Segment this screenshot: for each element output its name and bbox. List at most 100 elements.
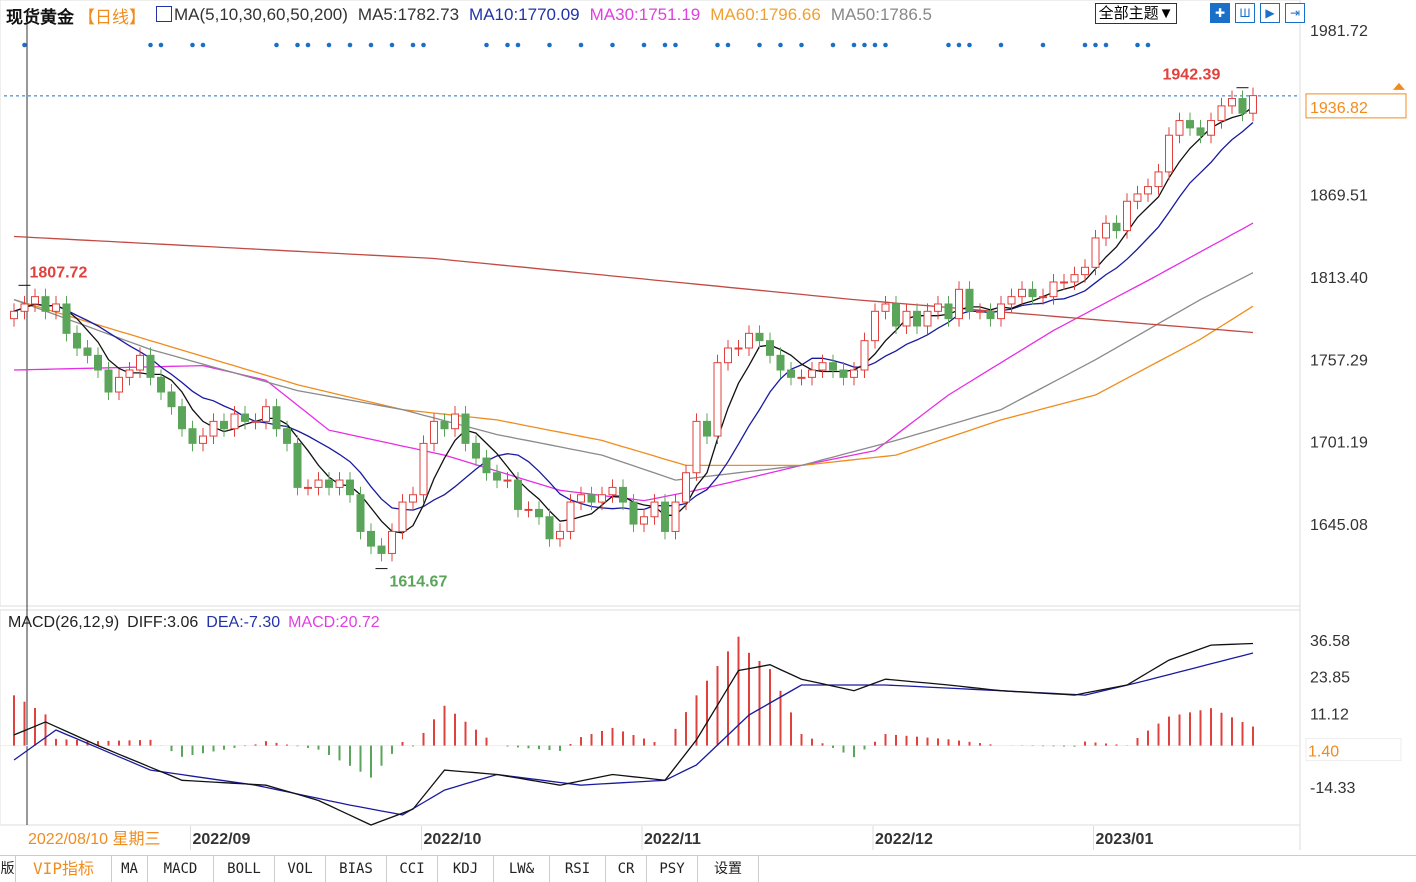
candle-down bbox=[839, 369, 848, 378]
candle-down bbox=[787, 369, 795, 378]
candle-up bbox=[125, 369, 134, 378]
signal-dot bbox=[662, 42, 668, 48]
candle-down bbox=[461, 413, 470, 444]
candle-up bbox=[1060, 281, 1068, 284]
candle-down bbox=[356, 494, 365, 532]
tab-ma[interactable]: MA bbox=[112, 856, 148, 882]
candle-up bbox=[724, 347, 732, 364]
ma10-value: MA10:1770.09 bbox=[469, 5, 580, 24]
candle-up bbox=[1081, 266, 1089, 276]
tab-vip[interactable]: VIP指标 bbox=[16, 856, 112, 882]
signal-dot bbox=[148, 42, 153, 48]
macd-params: MACD(26,12,9) bbox=[8, 614, 120, 631]
candle-down bbox=[272, 406, 281, 430]
macd-panel bbox=[0, 636, 1300, 826]
cursor-date: 2022/08/10 星期三 bbox=[28, 830, 161, 848]
candle-up bbox=[860, 340, 869, 371]
candle-up bbox=[199, 435, 207, 444]
signal-dot bbox=[200, 42, 206, 48]
candle-up bbox=[1217, 105, 1226, 122]
candle-down bbox=[535, 508, 543, 518]
tab-rsi[interactable]: RSI bbox=[550, 856, 606, 882]
candle-up bbox=[1207, 120, 1215, 136]
signal-dot bbox=[158, 42, 164, 48]
macd-header: MACD(26,12,9) DIFF:3.06 DEA:-7.30 MACD:2… bbox=[8, 614, 380, 632]
candle-down bbox=[944, 303, 953, 320]
candle-up bbox=[31, 296, 39, 305]
candle-down bbox=[94, 354, 102, 371]
ma5-value: MA5:1782.73 bbox=[357, 5, 460, 24]
ma-line-ma30 bbox=[13, 222, 1254, 502]
signal-dot bbox=[1103, 42, 1109, 48]
diff-value: DIFF:3.06 bbox=[127, 614, 199, 631]
ma-line-ma60 bbox=[13, 298, 1254, 467]
price-alert-icon bbox=[1393, 82, 1405, 90]
candle-up bbox=[10, 310, 18, 320]
price-tick: 1869.51 bbox=[1310, 188, 1368, 205]
candle-up bbox=[997, 303, 1005, 320]
candle-up bbox=[692, 420, 701, 474]
tab-cci[interactable]: CCI bbox=[387, 856, 438, 882]
tab-bias[interactable]: BIAS bbox=[326, 856, 387, 882]
bars-icon[interactable]: Ш bbox=[1235, 3, 1255, 23]
candle-up bbox=[524, 508, 533, 511]
candle-up bbox=[1018, 288, 1026, 298]
crosshair-icon[interactable]: ✚ bbox=[1210, 3, 1230, 23]
candle-up bbox=[335, 479, 344, 488]
ma-chart-icon[interactable] bbox=[156, 6, 172, 22]
candles: 1942.39 1807.72 1614.67 bbox=[10, 42, 1257, 591]
candle-up bbox=[1007, 296, 1016, 305]
tab-edition[interactable]: 版 bbox=[0, 856, 16, 882]
candle-down bbox=[346, 479, 354, 496]
candle-up bbox=[52, 303, 60, 312]
candle-down bbox=[167, 391, 176, 408]
candle-down bbox=[325, 479, 333, 488]
candle-up bbox=[923, 310, 932, 327]
tab-macd[interactable]: MACD bbox=[148, 856, 214, 882]
tab-psy[interactable]: PSY bbox=[647, 856, 698, 882]
signal-dot bbox=[862, 42, 867, 48]
candle-up bbox=[976, 310, 984, 313]
diff-line bbox=[13, 642, 1254, 826]
tab-kdj[interactable]: KDJ bbox=[438, 856, 494, 882]
play-icon[interactable]: ▶ bbox=[1260, 3, 1280, 23]
macd-tick: 23.85 bbox=[1310, 670, 1350, 687]
candle-up bbox=[598, 494, 606, 503]
price-tick: 1813.40 bbox=[1310, 270, 1368, 287]
candle-down bbox=[41, 296, 50, 312]
signal-dot bbox=[956, 42, 962, 48]
candle-down bbox=[83, 347, 92, 356]
tab-vol[interactable]: VOL bbox=[275, 856, 326, 882]
ma-line-ma50 bbox=[13, 272, 1254, 481]
signal-dot bbox=[830, 42, 836, 48]
candle-down bbox=[829, 362, 837, 371]
period-label[interactable]: 【日线】 bbox=[78, 7, 146, 27]
candle-up bbox=[850, 369, 858, 378]
signal-dot bbox=[410, 42, 416, 48]
tab-cr[interactable]: CR bbox=[606, 856, 647, 882]
ma-legend: MA(5,10,30,60,50,200) bbox=[156, 5, 348, 25]
date-tick: 2022/11 bbox=[644, 831, 701, 848]
tab-settings[interactable]: 设置 bbox=[698, 856, 759, 882]
candle-down bbox=[1112, 222, 1121, 232]
candle-up bbox=[566, 501, 575, 532]
goto-end-icon[interactable]: ⇥ bbox=[1285, 3, 1305, 23]
candle-up bbox=[808, 369, 816, 378]
theme-dropdown[interactable]: 全部主题▼ bbox=[1095, 3, 1177, 24]
macd-tick: -14.33 bbox=[1310, 780, 1355, 797]
candle-up bbox=[955, 288, 963, 320]
candle-down bbox=[482, 457, 491, 474]
signal-dot bbox=[515, 42, 521, 48]
signal-dot bbox=[725, 42, 731, 48]
tab-lw[interactable]: LW& bbox=[494, 856, 550, 882]
candle-up bbox=[503, 479, 512, 482]
candle-down bbox=[703, 420, 711, 437]
candle-down bbox=[146, 354, 155, 378]
candle-up bbox=[682, 472, 690, 503]
tab-boll[interactable]: BOLL bbox=[214, 856, 275, 882]
candle-down bbox=[73, 332, 81, 349]
ma30-value: MA30:1751.19 bbox=[589, 5, 701, 24]
indicator-tabs: 版 VIP指标 MA MACD BOLL VOL BIAS CCI KDJ LW& RSI CR PSY… bbox=[0, 855, 1416, 882]
signal-dot bbox=[389, 42, 395, 48]
